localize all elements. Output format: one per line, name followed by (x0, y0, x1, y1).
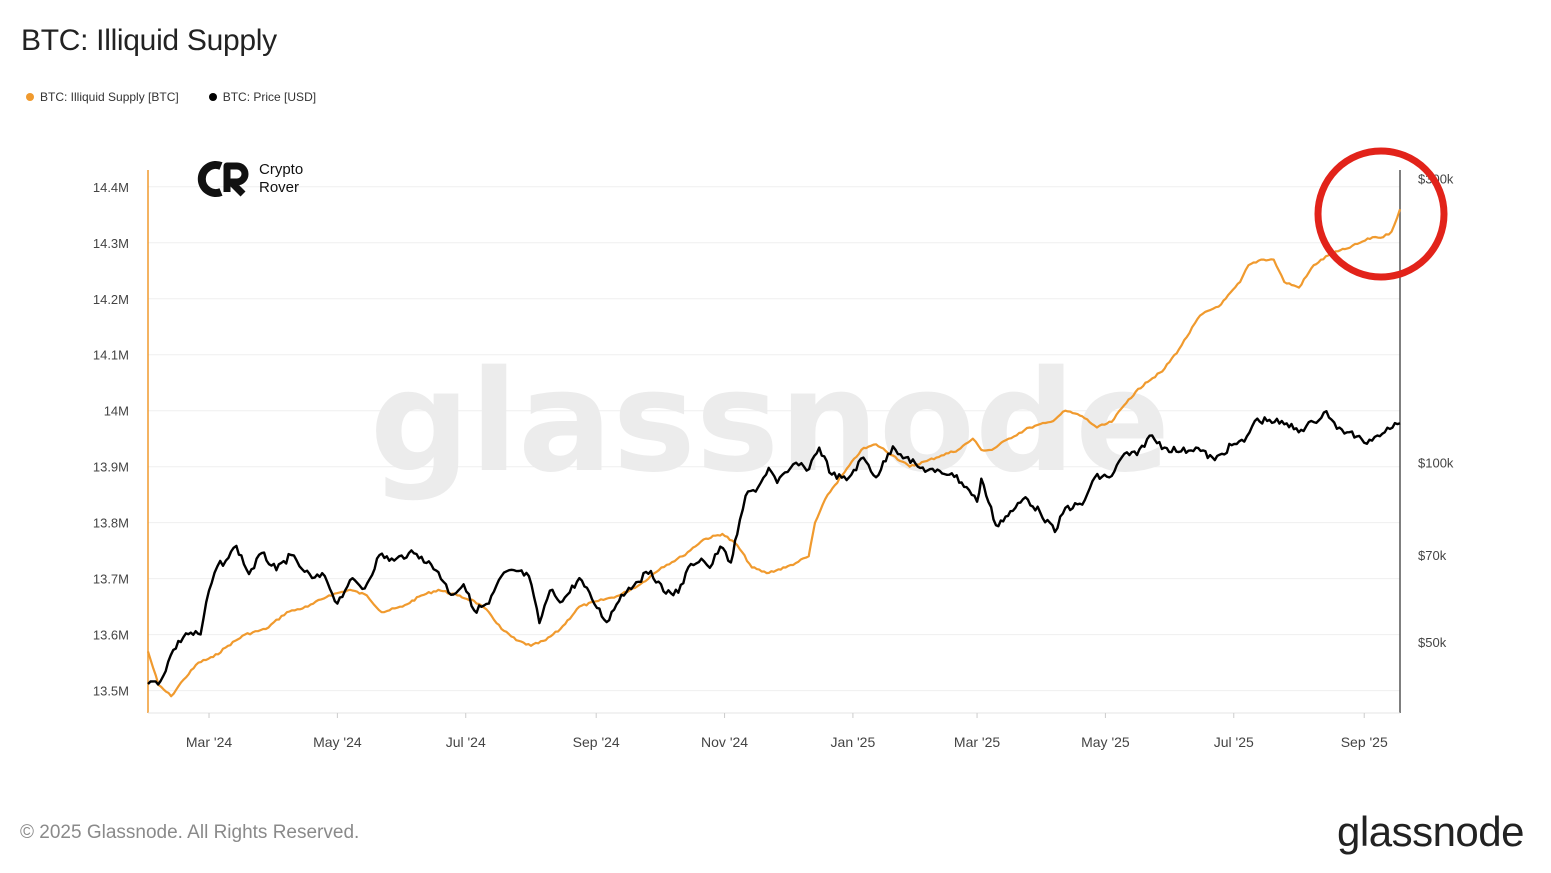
series-lines (146, 208, 1402, 698)
watermark: glassnode (370, 341, 1170, 504)
glassnode-brand-logo: glassnode (1337, 808, 1524, 855)
x-axis-ticks: Mar '24 May '24 Jul '24 Sep '24 Nov '24 Jan '… (186, 713, 1388, 750)
y-left-tick-label: 13.6M (93, 628, 129, 643)
legend-dot-illiquid-supply (26, 93, 34, 101)
y-left-tick-label: 14.4M (93, 180, 129, 195)
axes (147, 170, 1401, 714)
x-tick-label: Mar '24 (186, 734, 232, 750)
x-tick-label: Nov '24 (701, 734, 748, 750)
legend-label-illiquid-supply: BTC: Illiquid Supply [BTC] (40, 90, 179, 104)
logo-line-2: Rover (259, 179, 300, 196)
y-left-tick-label: 13.9M (93, 460, 129, 475)
highlight-circle (1314, 147, 1448, 281)
x-tick-label: May '24 (313, 734, 362, 750)
y-left-tick-label: 13.7M (93, 572, 129, 587)
legend-dot-price (208, 93, 217, 101)
x-tick-label: Sep '25 (1341, 734, 1388, 750)
crypto-rover-logo: Crypto Rover (197, 160, 303, 198)
legend-item-illiquid-supply[interactable]: BTC: Illiquid Supply [BTC] (26, 90, 179, 104)
series-line-illiquid-supply (146, 208, 1402, 698)
logo-line-1: Crypto (259, 161, 304, 178)
copyright-text: © 2025 Glassnode. All Rights Reserved. (20, 822, 360, 843)
chart-title: BTC: Illiquid Supply (21, 24, 277, 57)
x-tick-label: Jul '24 (446, 734, 486, 750)
x-tick-label: Jul '25 (1214, 734, 1254, 750)
y-left-tick-label: 13.5M (93, 684, 129, 699)
legend-item-price[interactable]: BTC: Price [USD] (208, 90, 317, 104)
x-tick-label: May '25 (1081, 734, 1130, 750)
y-left-tick-label: 14.2M (93, 292, 129, 307)
y-axis-left-ticks: 13.5M 13.6M 13.7M 13.8M 13.9M 14M 14.1M 14.2M 14… (93, 180, 129, 699)
x-tick-label: Sep '24 (573, 734, 620, 750)
y-left-tick-label: 14.3M (93, 236, 129, 251)
gridlines (148, 186, 1400, 692)
x-tick-label: Mar '25 (954, 734, 1000, 750)
x-tick-label: Jan '25 (831, 734, 876, 750)
y-left-tick-label: 14M (104, 404, 129, 419)
y-right-tick-label: $70k (1418, 548, 1447, 563)
y-left-tick-label: 14.1M (93, 348, 129, 363)
crypto-rover-logo-text: Crypto Rover (259, 161, 303, 197)
y-right-tick-label: $100k (1418, 456, 1454, 471)
y-right-tick-label: $50k (1418, 635, 1447, 650)
legend-label-price: BTC: Price [USD] (222, 90, 317, 104)
crypto-rover-logo-icon (197, 161, 249, 197)
y-left-tick-label: 13.8M (93, 516, 129, 531)
legend: BTC: Illiquid Supply [BTC] BTC: Price [U… (26, 90, 316, 104)
series-line-price (147, 410, 1401, 686)
